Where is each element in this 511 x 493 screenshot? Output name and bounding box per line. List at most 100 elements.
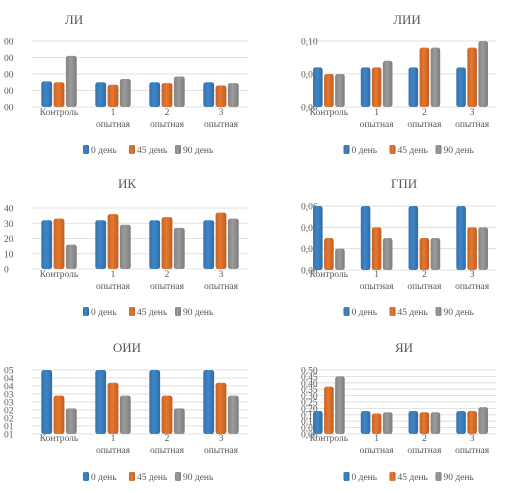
x-tick-label: 1 опытная: [360, 434, 395, 456]
bar: [53, 395, 65, 434]
y-tick-label: 0,05: [301, 71, 318, 81]
x-tick-label: 3 опытная: [204, 270, 239, 292]
bar: [95, 370, 107, 434]
bar: [382, 238, 393, 270]
y-tick-label: 0,35: [301, 386, 318, 396]
x-tick-label: 2 опытная: [407, 434, 442, 456]
y-tick-label: 01: [4, 423, 14, 433]
legend-swatch: [389, 145, 396, 154]
bar: [227, 395, 239, 434]
bar: [161, 83, 173, 107]
y-tick-label: 0,50: [301, 367, 318, 377]
bar: [149, 220, 161, 269]
bar: [95, 82, 107, 107]
chart-title: ЛИ: [65, 12, 83, 27]
bar: [107, 214, 119, 269]
bar: [313, 410, 323, 434]
x-tick-label: Контроль: [40, 270, 79, 280]
x-tick-label: 3 опытная: [204, 434, 239, 456]
bar: [119, 395, 131, 434]
bar: [456, 410, 466, 434]
legend-swatch: [435, 472, 442, 481]
y-tick-label: 40: [4, 205, 14, 215]
y-tick-label: 0,20: [301, 405, 318, 415]
legend-swatch: [129, 472, 135, 481]
legend-label: 45 день: [137, 146, 168, 156]
legend-label: 90 день: [444, 308, 475, 318]
x-tick-label: 3 опытная: [455, 270, 490, 292]
x-tick-label: 2 опытная: [150, 108, 185, 130]
y-tick-label: 0,30: [301, 392, 318, 402]
legend-label: 45 день: [398, 308, 429, 318]
bar: [149, 370, 161, 434]
y-tick-label: 04: [4, 375, 14, 385]
chart-panel: ЛИ 00 00 00 00 00 Контроль 1 опытная 2 опытная 3 опы…: [4, 12, 248, 156]
chart-panel: ЛИИ 0,00 0,05 0,10 Контроль 1 опытная 2 опытная 3…: [301, 12, 496, 156]
bar: [408, 67, 419, 107]
bar: [95, 220, 107, 269]
x-tick-label: 3 опытная: [455, 434, 490, 456]
y-tick-label: 0,45: [301, 373, 318, 383]
legend-swatch: [175, 307, 181, 316]
legend-label: 0 день: [352, 146, 378, 156]
bar: [203, 370, 215, 434]
x-tick-label: 1 опытная: [360, 270, 395, 292]
y-tick-label: 00: [4, 71, 14, 81]
x-tick-label: Контроль: [310, 434, 349, 444]
bar: [53, 218, 65, 269]
bar: [324, 238, 334, 270]
bar: [65, 244, 77, 269]
bar: [65, 408, 77, 434]
y-tick-label: 03: [4, 399, 14, 409]
legend-swatch: [435, 307, 442, 316]
chart-title: ОИИ: [113, 340, 141, 355]
chart-panel: ИК 0 10 20 30 40 Контроль 1 опытная 2 опытная 3 опыт…: [4, 176, 248, 318]
legend-label: 0 день: [91, 308, 117, 318]
bar: [430, 412, 441, 434]
x-tick-label: Контроль: [310, 108, 349, 118]
y-tick-label: 00: [4, 54, 14, 64]
legend-label: 0 день: [352, 308, 378, 318]
x-tick-label: 1 опытная: [96, 108, 131, 130]
y-tick-label: 00: [4, 38, 14, 48]
y-tick-label: 0,02: [301, 245, 318, 255]
legend-label: 45 день: [137, 308, 168, 318]
y-tick-label: 04: [4, 383, 14, 393]
bar: [41, 81, 53, 107]
bar: [161, 395, 173, 434]
legend-label: 90 день: [444, 146, 475, 156]
y-tick-label: 0,40: [301, 379, 318, 389]
bar: [408, 206, 419, 270]
bar: [478, 41, 488, 107]
y-tick-label: 0,10: [301, 38, 318, 48]
legend-label: 90 день: [183, 308, 214, 318]
y-tick-label: 0,05: [301, 424, 318, 434]
x-tick-label: 1 опытная: [96, 270, 131, 292]
bar: [382, 60, 393, 107]
bar: [173, 76, 185, 107]
bar: [430, 238, 441, 270]
y-tick-label: 0,00: [301, 431, 318, 441]
y-tick-label: 0,06: [301, 203, 318, 213]
chart-panel: ГПИ 0,00 0,02 0,04 0,06 Контроль 1 опытная 2 опыт…: [301, 176, 496, 318]
bar: [371, 227, 382, 270]
legend-label: 90 день: [183, 473, 214, 483]
x-tick-label: 1 опытная: [360, 108, 395, 130]
legend-swatch: [175, 145, 181, 154]
bar: [215, 212, 227, 269]
bar: [119, 224, 131, 269]
y-tick-label: 0,04: [301, 224, 318, 234]
bar: [41, 370, 53, 434]
x-tick-label: 3 опытная: [455, 108, 490, 130]
bar: [360, 206, 371, 270]
x-tick-label: 2 опытная: [150, 270, 185, 292]
bar: [371, 413, 382, 434]
legend-swatch: [435, 145, 442, 154]
y-tick-label: 03: [4, 391, 14, 401]
legend-swatch: [129, 145, 135, 154]
legend-label: 45 день: [398, 146, 429, 156]
bar: [430, 47, 441, 107]
bar: [313, 206, 323, 270]
legend-swatch: [343, 472, 350, 481]
y-tick-label: 0,00: [301, 267, 318, 277]
